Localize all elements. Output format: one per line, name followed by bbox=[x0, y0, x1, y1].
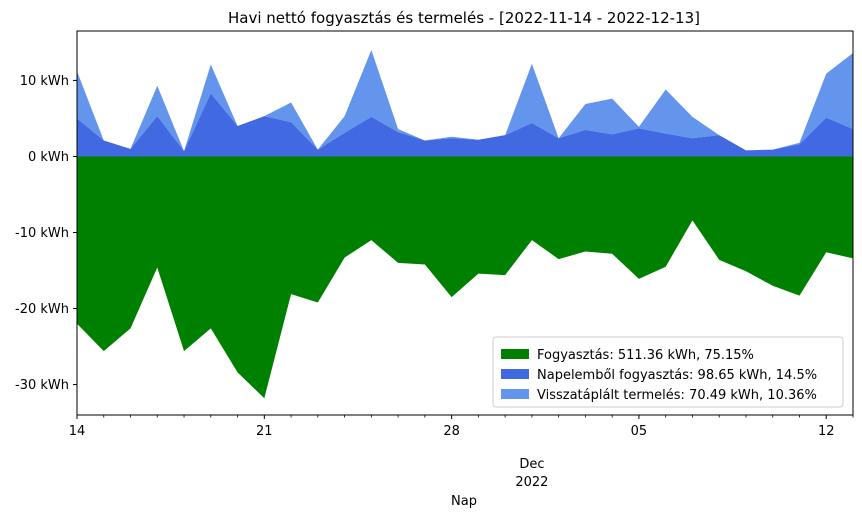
x-axis: 14 21 28 05 12 bbox=[69, 415, 854, 439]
y-tick-label: 0 kWh bbox=[28, 150, 69, 165]
legend-swatch bbox=[501, 349, 529, 359]
area-solar-self bbox=[77, 93, 853, 157]
area-consumption bbox=[77, 156, 853, 399]
legend-label: Visszatáplált termelés: 70.49 kWh, 10.36… bbox=[537, 388, 817, 403]
y-axis: 10 kWh 0 kWh -10 kWh -20 kWh -30 kWh bbox=[15, 74, 77, 393]
legend-swatch bbox=[501, 369, 529, 379]
x-tick-label: 28 bbox=[443, 424, 460, 439]
plot-areas bbox=[77, 50, 853, 399]
legend-box bbox=[492, 336, 844, 408]
y-tick-label: -10 kWh bbox=[15, 226, 69, 241]
y-tick-label: -20 kWh bbox=[15, 302, 69, 317]
y-tick-label: 10 kWh bbox=[20, 74, 69, 89]
x-tick-label: 14 bbox=[69, 424, 86, 439]
x-secondary-month: Dec bbox=[519, 457, 544, 472]
area-feed-in bbox=[77, 50, 853, 152]
legend-label: Fogyasztás: 511.36 kWh, 75.15% bbox=[537, 348, 754, 363]
y-tick-label: -30 kWh bbox=[15, 378, 69, 393]
x-secondary-year: 2022 bbox=[515, 475, 548, 490]
legend-swatch bbox=[501, 389, 529, 399]
x-axis-label: Nap bbox=[451, 494, 477, 509]
legend-label: Napelemből fogyasztás: 98.65 kWh, 14.5% bbox=[537, 368, 817, 383]
x-tick-label: 21 bbox=[256, 424, 273, 439]
chart-title: Havi nettó fogyasztás és termelés - [202… bbox=[228, 9, 700, 27]
x-tick-label: 05 bbox=[631, 424, 648, 439]
legend: Fogyasztás: 511.36 kWh, 75.15% Napelemből… bbox=[492, 336, 844, 408]
plot-frame bbox=[76, 30, 854, 416]
x-tick-label: 12 bbox=[818, 424, 835, 439]
